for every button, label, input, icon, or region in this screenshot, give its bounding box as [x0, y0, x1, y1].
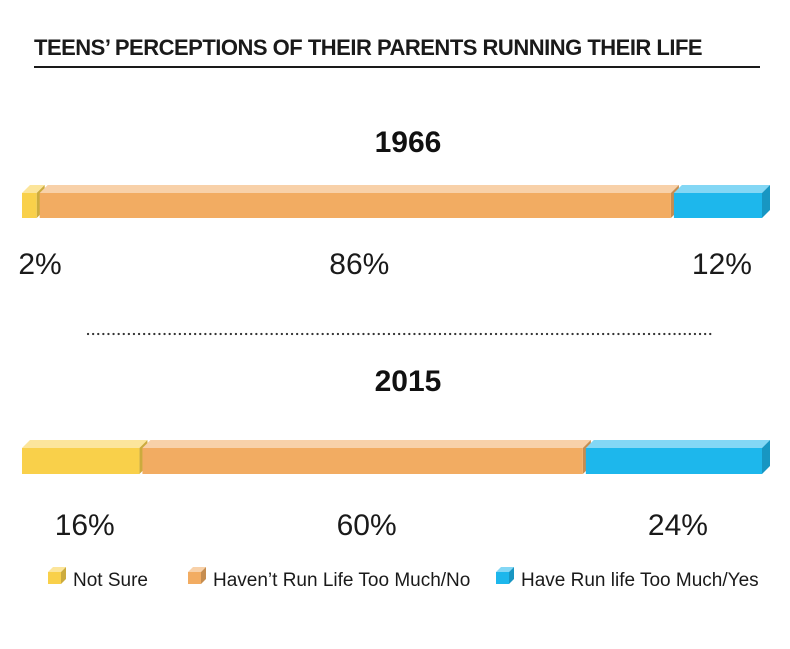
data-label-2015-2: 60% [337, 509, 397, 542]
chart-title: TEENS’ PERCEPTIONS OF THEIR PARENTS RUNN… [34, 34, 760, 68]
data-label-1966-1: 2% [18, 248, 61, 281]
data-label-1966-2: 86% [329, 248, 389, 281]
data-label-2015-3: 24% [648, 509, 708, 542]
bar-2015-2 [142, 440, 591, 474]
year-label-2015: 2015 [375, 365, 442, 398]
legend-label-1: Not Sure [73, 570, 148, 591]
legend-swatch-2 [188, 567, 206, 584]
legend-label-2: Haven’t Run Life Too Much/No [213, 570, 470, 591]
year-label-1966: 1966 [375, 126, 442, 159]
data-label-2015-1: 16% [55, 509, 115, 542]
data-label-1966-3: 12% [692, 248, 752, 281]
legend-swatch-1 [48, 567, 66, 584]
bar-1966-3 [673, 185, 770, 218]
bar-2015-3 [585, 440, 770, 474]
bar-2015-1 [22, 440, 148, 474]
legend-label-3: Have Run life Too Much/Yes [521, 570, 759, 591]
legend-swatch-3 [496, 567, 514, 584]
bar-1966-2 [39, 185, 679, 218]
